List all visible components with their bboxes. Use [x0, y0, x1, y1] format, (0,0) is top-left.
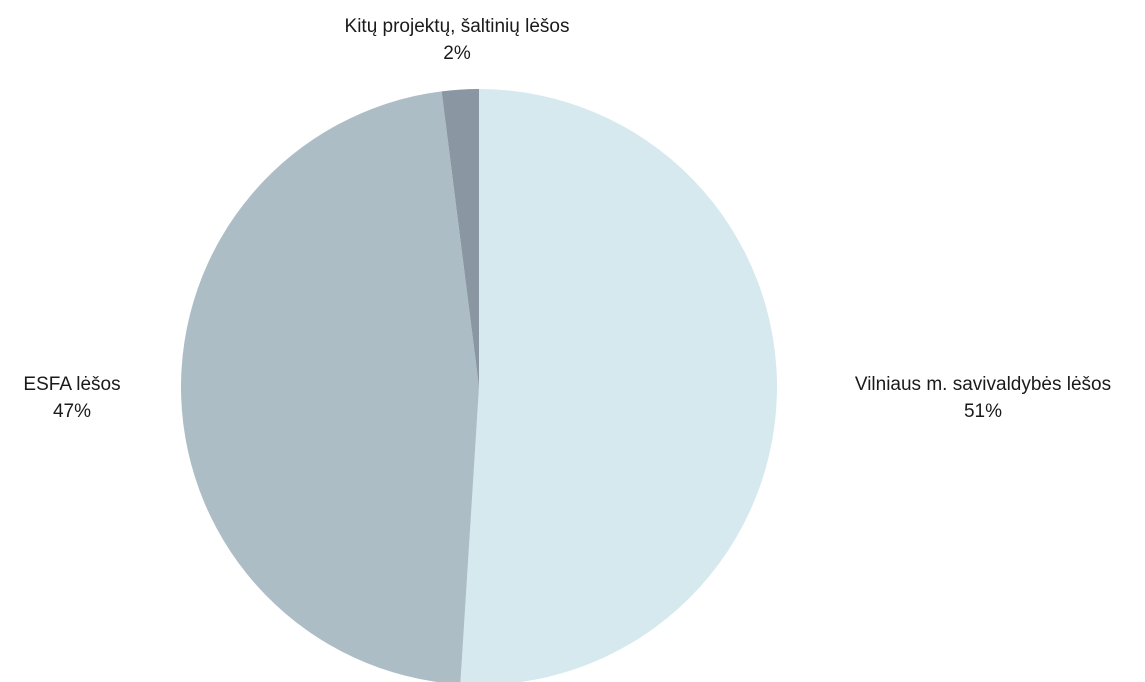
pie-slice-2 [441, 89, 479, 387]
slice-label-vilniaus: Vilniaus m. savivaldybės lėšos 51% [855, 371, 1111, 425]
slice-label-kitu: Kitų projektų, šaltinių lėšos 2% [345, 13, 570, 67]
pie-slices [181, 89, 777, 682]
pie-slice-1 [181, 91, 479, 682]
slice-label-kitu-percent: 2% [443, 43, 471, 64]
slice-label-vilniaus-name: Vilniaus m. savivaldybės lėšos [854, 374, 1112, 395]
pie-slice-0 [460, 89, 777, 682]
slice-label-kitu-name: Kitų projektų, šaltinių lėšos [344, 16, 570, 37]
slice-label-esfa-percent: 47% [52, 401, 92, 422]
slice-label-esfa-name: ESFA lėšos [23, 374, 121, 395]
slice-label-esfa: ESFA lėšos 47% [23, 371, 120, 425]
slice-label-vilniaus-percent: 51% [963, 401, 1003, 422]
